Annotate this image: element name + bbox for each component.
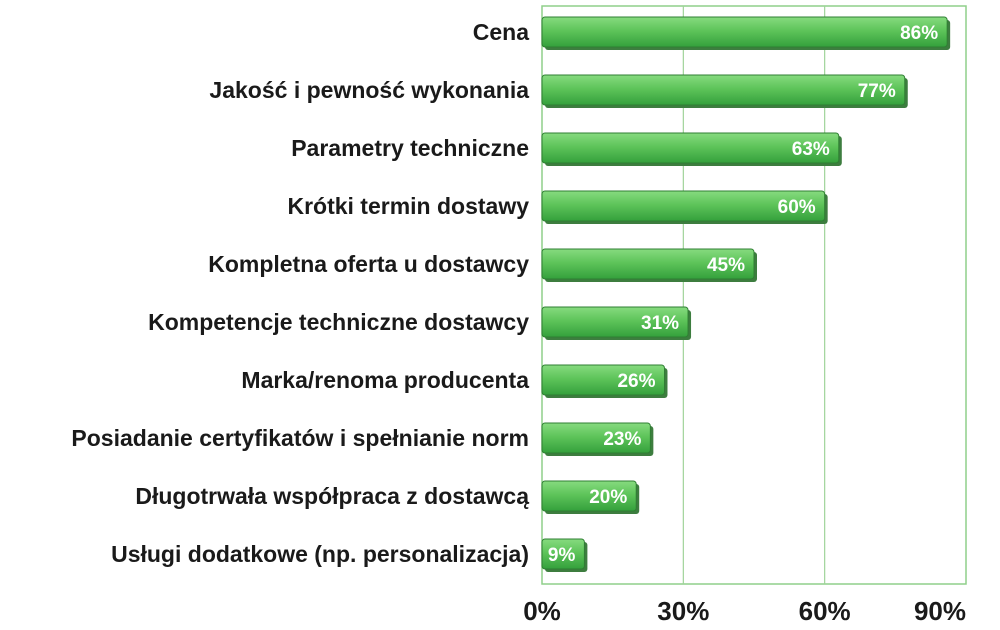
value-label: 23% [603,429,641,450]
category-label: Cena [473,19,529,45]
value-label: 86% [900,23,938,44]
x-tick-label: 0% [523,596,561,626]
value-labels: 86% 77% 63% 60% 45% 31% 26% 23% 20% 9% [548,23,938,566]
value-label: 45% [707,255,745,276]
value-label: 31% [641,313,679,334]
category-label: Kompetencje techniczne dostawcy [148,309,529,335]
category-label: Parametry techniczne [291,135,529,161]
bar [541,364,665,396]
value-label: 20% [589,487,627,508]
value-label: 63% [792,139,830,160]
bar [541,480,637,512]
category-label: Kompletna oferta u dostawcy [208,251,529,277]
category-label: Długotrwała współpraca z dostawcą [135,483,529,509]
bars [541,16,951,572]
category-label: Jakość i pewność wykonania [209,77,529,103]
category-label: Posiadanie certyfikatów i spełnianie nor… [71,425,529,451]
value-label: 60% [778,197,816,218]
x-tick-label: 90% [914,596,966,626]
bar [541,248,755,280]
x-tick-label: 30% [657,596,709,626]
bar [541,306,689,338]
category-label: Usługi dodatkowe (np. personalizacja) [111,541,529,567]
value-label: 26% [617,371,655,392]
bar [541,538,585,570]
bar [541,190,826,222]
category-label: Krótki termin dostawy [287,193,529,219]
category-label: Marka/renoma producenta [241,367,529,393]
category-labels: Cena Jakość i pewność wykonania Parametry … [71,19,529,567]
value-label: 77% [858,81,896,102]
x-tick-labels: 0% 30% 60% 90% [523,596,966,626]
bar [541,132,840,164]
bar [541,16,948,48]
bar [541,422,651,454]
x-tick-label: 60% [799,596,851,626]
bar [541,74,906,106]
value-label: 9% [548,545,576,566]
